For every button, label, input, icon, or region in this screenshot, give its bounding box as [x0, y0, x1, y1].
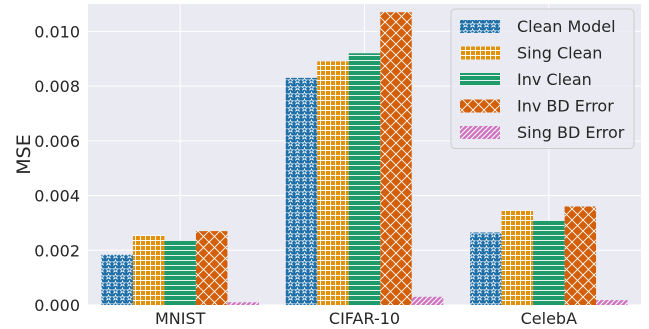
y-tick-label: 0.010	[34, 22, 80, 41]
legend-swatch	[460, 20, 500, 33]
legend-label: Sing BD Error	[517, 123, 625, 142]
x-tick-label: CelebA	[521, 309, 577, 328]
y-axis-ticks: 0.000 0.002 0.004 0.006 0.008 0.010	[34, 22, 80, 315]
legend-swatch	[460, 99, 500, 113]
bar-sing-clean	[132, 235, 165, 305]
bar-inv-bd-error	[195, 231, 228, 305]
x-axis-ticks: MNIST CIFAR-10 CelebA	[155, 309, 577, 328]
bar-sing-bd-error	[227, 302, 259, 305]
bar-inv-clean	[348, 53, 381, 305]
bar-clean-model	[285, 77, 318, 305]
legend-label: Sing Clean	[517, 44, 602, 63]
x-tick-label: CIFAR-10	[329, 309, 400, 328]
x-tick-label: MNIST	[155, 309, 206, 328]
y-tick-label: 0.004	[34, 187, 80, 206]
bar-clean-model	[470, 232, 502, 305]
legend: Clean Model Sing Clean Inv Clean Inv BD Err…	[450, 8, 635, 149]
bar-inv-bd-error	[380, 12, 412, 305]
legend-label: Inv BD Error	[517, 97, 614, 116]
y-tick-label: 0.002	[34, 241, 80, 260]
y-tick-label: 0.000	[34, 296, 80, 315]
bars	[101, 12, 628, 305]
bar-inv-bd-error	[564, 206, 597, 305]
legend-swatch	[460, 46, 500, 60]
y-tick-label: 0.006	[34, 132, 80, 151]
y-tick-label: 0.008	[34, 77, 80, 96]
bar-clean-model	[101, 254, 133, 305]
legend-frame	[450, 8, 635, 149]
legend-label: Clean Model	[517, 17, 616, 36]
y-axis-label: MSE	[13, 134, 35, 174]
bar-sing-bd-error	[596, 300, 628, 305]
bar-sing-clean	[317, 61, 349, 305]
bar-inv-clean	[164, 240, 196, 305]
legend-swatch	[460, 126, 500, 139]
bar-inv-clean	[533, 220, 565, 305]
bar-sing-clean	[501, 210, 534, 305]
legend-swatch	[460, 73, 500, 86]
bar-sing-bd-error	[411, 296, 444, 305]
legend-label: Inv Clean	[517, 70, 592, 89]
